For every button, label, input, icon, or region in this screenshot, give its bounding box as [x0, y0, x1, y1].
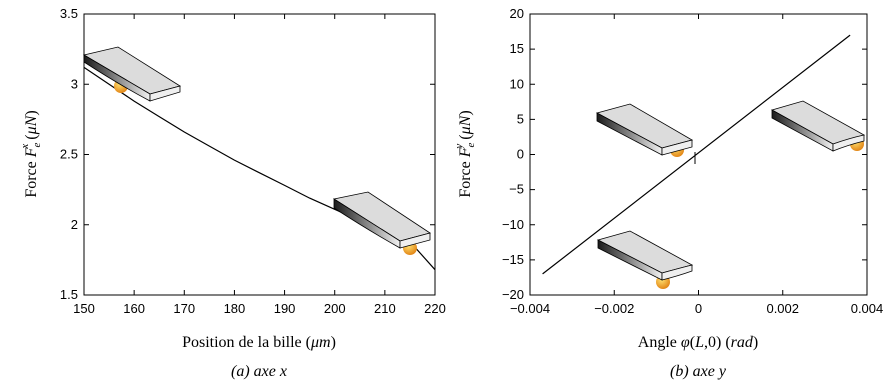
cantilever-illustration: [595, 103, 694, 157]
plot-frame-b: [529, 13, 868, 296]
y-ticks-a: 1.5 2 2.5 3 3.5: [60, 6, 435, 302]
cantilever-illustration: [596, 230, 694, 289]
x-axis-label-b: Angle φ(L,0) (rad): [638, 334, 758, 351]
x-tick-label: −0.004: [510, 301, 550, 316]
x-tick-label: 200: [324, 301, 346, 316]
force-y-line: [542, 34, 851, 275]
y-tick-label: 3: [71, 76, 78, 91]
x-tick-label: 0: [695, 301, 702, 316]
y-tick-label: 20: [510, 6, 524, 21]
y-tick-label: 10: [510, 76, 524, 91]
x-tick-label: 220: [424, 301, 446, 316]
y-tick-label: −20: [502, 287, 524, 302]
y-tick-label: −10: [502, 217, 524, 232]
x-tick-label: 170: [173, 301, 195, 316]
cantilever-illustration: [82, 46, 181, 102]
x-tick-label: 150: [73, 301, 95, 316]
x-ticks-b: −0.004 −0.002 0 0.002 0.004: [510, 14, 883, 316]
x-tick-label: −0.002: [594, 301, 634, 316]
y-tick-label: 2: [71, 217, 78, 232]
x-axis-label-a: Position de la bille (μm): [182, 334, 336, 351]
y-tick-label: −15: [502, 252, 524, 267]
y-tick-label: 1.5: [60, 287, 78, 302]
cantilever-illustration: [332, 191, 431, 255]
x-tick-label: 0.002: [766, 301, 799, 316]
chart-a: 1.5 2 2.5 3 3.5 150 160 170 180 190 200 210 220 Pos…: [19, 6, 446, 380]
cantilever-illustration: [770, 100, 866, 152]
y-tick-label: 15: [510, 41, 524, 56]
y-tick-label: 5: [517, 111, 524, 126]
y-axis-label-a: Force Fex (μN): [19, 110, 43, 197]
x-tick-label: 160: [123, 301, 145, 316]
x-ticks-a: 150 160 170 180 190 200 210 220: [73, 14, 446, 316]
y-tick-label: −5: [509, 182, 524, 197]
chart-b: −20 −15 −10 −5 0 5 10 15 20 −0.004 −0.002 0 0.002 0.…: [453, 6, 883, 380]
y-tick-label: 0: [517, 147, 524, 162]
y-tick-label: 2.5: [60, 147, 78, 162]
x-tick-label: 210: [374, 301, 396, 316]
x-tick-label: 190: [274, 301, 296, 316]
x-tick-label: 0.004: [851, 301, 884, 316]
caption-a: (a) axe x: [231, 363, 287, 380]
y-ticks-b: −20 −15 −10 −5 0 5 10 15 20: [502, 6, 867, 302]
x-tick-label: 180: [224, 301, 246, 316]
force-x-curve: [83, 66, 436, 271]
y-axis-label-b: Force Fey (μN): [453, 110, 477, 197]
caption-b: (b) axe y: [670, 363, 727, 380]
y-tick-label: 3.5: [60, 6, 78, 21]
plot-frame-a: [83, 13, 436, 296]
